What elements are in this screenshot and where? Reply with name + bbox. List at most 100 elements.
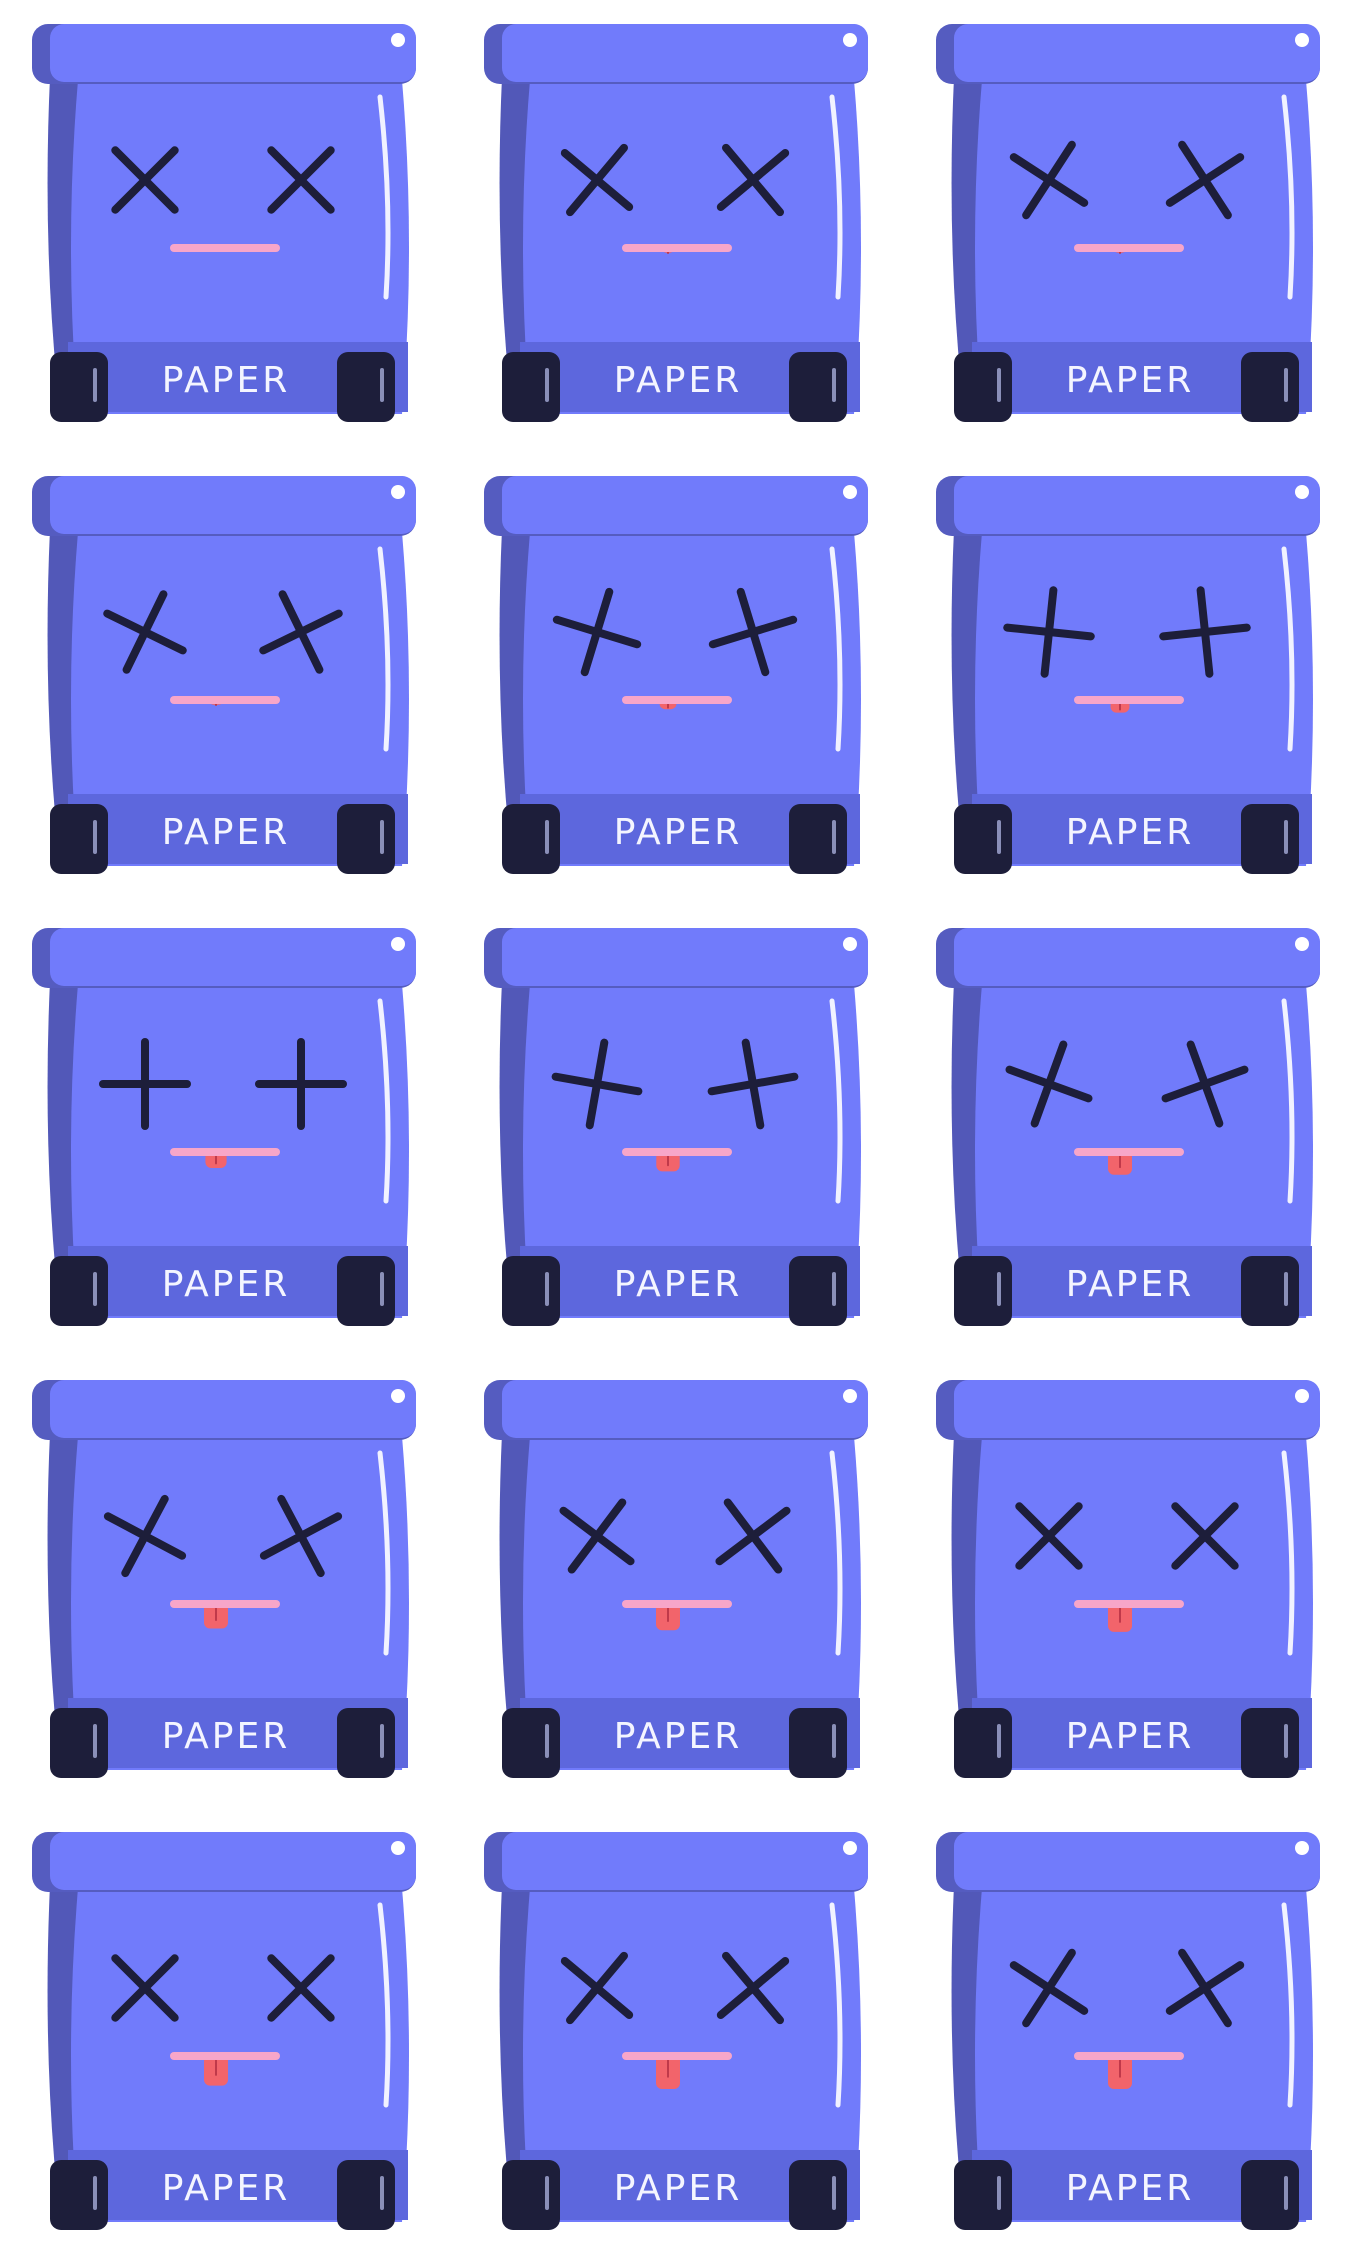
paper-bin-illustration: PAPER [32,1832,416,2230]
eye-stroke [722,143,784,217]
eye-stroke [278,590,324,674]
paper-bin-illustration: PAPER [32,928,416,1326]
bin-highlight [1281,1450,1295,1656]
mouth [170,1148,280,1156]
left-wheel [50,1708,108,1778]
eye-cross-icon-left [1003,586,1095,678]
bin-highlight [1281,546,1295,752]
eye-stroke [111,146,179,214]
left-wheel [954,2160,1012,2230]
paper-bin-frame: PAPER [482,1830,882,2250]
wheel-highlight [997,1724,1001,1758]
bin-lid [502,1832,868,1890]
lid-rivet-icon [843,937,857,951]
mouth [170,2052,280,2060]
mouth [1074,1148,1184,1156]
bin-label-text: PAPER [1066,1716,1195,1757]
eye-cross-icon-right [1159,586,1251,678]
right-wheel [1241,1708,1299,1778]
paper-bin-illustration: PAPER [484,1380,868,1778]
bin-lid [50,928,416,986]
lid-rivet-icon [843,485,857,499]
wheel-highlight [832,2176,836,2210]
wheel-highlight [832,820,836,854]
wheel-highlight [93,1724,97,1758]
bin-label-text: PAPER [614,360,743,401]
paper-bin-illustration: PAPER [936,476,1320,874]
eye-cross-icon-right [716,143,790,217]
bin-highlight [377,94,391,300]
wheel-highlight [93,368,97,402]
right-wheel [1241,1256,1299,1326]
bin-highlight [1281,1902,1295,2108]
paper-bin-frame: PAPER [934,926,1334,1346]
bin-lid [502,928,868,986]
wheel-highlight [545,1272,549,1306]
right-wheel [789,1256,847,1326]
bin-lid [954,24,1320,82]
bin-label-text: PAPER [162,1264,291,1305]
eye-cross-icon-left [1009,1948,1089,2028]
eye-cross-icon-left [551,1038,643,1130]
bin-highlight [377,1450,391,1656]
eye-stroke [1030,1040,1068,1128]
mouth [170,244,280,252]
right-wheel [1241,804,1299,874]
eye-stroke [1015,1502,1083,1570]
paper-bin-illustration: PAPER [32,476,416,874]
eye-stroke [566,143,628,217]
bin-label-text: PAPER [614,812,743,853]
bin-lid [502,476,868,534]
wheel-highlight [997,1272,1001,1306]
mouth [170,696,280,704]
bin-highlight [377,998,391,1204]
paper-bin-frame: PAPER [30,926,430,1346]
eye-stroke [566,1951,628,2025]
mouth [1074,696,1184,704]
wheel-highlight [545,820,549,854]
bin-label-text: PAPER [1066,812,1195,853]
bin-lid [50,1832,416,1890]
eye-stroke [1196,586,1214,678]
bin-lid [954,1380,1320,1438]
lid-rivet-icon [843,1841,857,1855]
eye-cross-icon-left [103,590,187,674]
left-wheel [954,1708,1012,1778]
paper-bin-illustration: PAPER [936,1832,1320,2230]
right-wheel [337,1708,395,1778]
eye-stroke [1171,1502,1239,1570]
eye-stroke [122,590,168,674]
paper-bin-frame: PAPER [482,22,882,442]
wheel-highlight [380,2176,384,2210]
eye-cross-icon-right [267,146,335,214]
wheel-highlight [93,2176,97,2210]
bin-label-text: PAPER [614,1264,743,1305]
left-wheel [502,1708,560,1778]
wheel-highlight [997,820,1001,854]
bin-label-text: PAPER [1066,360,1195,401]
lid-rivet-icon [391,1389,405,1403]
bin-label-text: PAPER [162,812,291,853]
paper-bin-frame: PAPER [482,474,882,894]
mouth [1074,1600,1184,1608]
paper-bin-frame: PAPER [934,1378,1334,1798]
eye-cross-icon-left [560,1951,634,2025]
bin-highlight [1281,94,1295,300]
bin-highlight [1281,998,1295,1204]
bin-lid [50,476,416,534]
wheel-highlight [1284,1724,1288,1758]
wheel-highlight [545,368,549,402]
bin-highlight [377,1902,391,2108]
mouth [622,1148,732,1156]
eye-cross-icon-left [99,1038,191,1130]
right-wheel [337,2160,395,2230]
eye-cross-icon-right [259,590,343,674]
mouth [622,696,732,704]
right-wheel [337,352,395,422]
bin-lid [954,476,1320,534]
lid-rivet-icon [391,1841,405,1855]
paper-bin-illustration: PAPER [32,1380,416,1778]
bin-highlight [829,1450,843,1656]
bin-lid [954,1832,1320,1890]
